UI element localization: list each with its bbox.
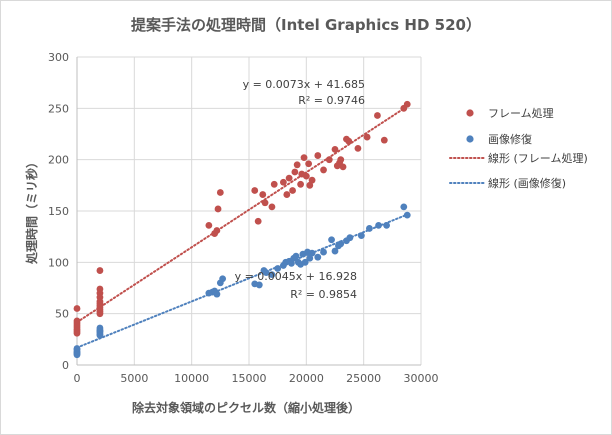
- x-tick-label: 15000: [232, 372, 267, 385]
- data-point-inpaint: [308, 249, 316, 257]
- data-point-inpaint: [73, 351, 81, 359]
- data-point-frame: [293, 161, 301, 169]
- trendlines: [76, 105, 409, 349]
- data-point-frame: [308, 176, 316, 184]
- y-tick-label: 100: [48, 256, 69, 269]
- tick-labels: 0 50 100 150 200 250 300 0 5000 10000 15000 20000 25…: [48, 51, 439, 385]
- legend-marker: [466, 109, 474, 117]
- data-point-frame: [403, 100, 411, 108]
- data-point-inpaint: [400, 203, 408, 211]
- data-point-frame: [363, 133, 371, 141]
- trendline-annotations: y = 0.0073x + 41.685 R² = 0.9746 y = 0.004…: [235, 78, 365, 301]
- y-tick-label: 50: [55, 308, 69, 321]
- x-tick-label: 25000: [346, 372, 381, 385]
- data-point-frame: [205, 221, 213, 229]
- data-point-inpaint: [366, 225, 373, 232]
- data-point-inpaint: [314, 253, 322, 261]
- data-point-frame: [214, 205, 222, 213]
- legend-label: 画像修復: [488, 132, 532, 146]
- data-point-frame: [73, 305, 81, 312]
- x-axis-title: 除去対象領域のピクセル数（縮小処理後）: [132, 400, 360, 415]
- y-axis-title: 処理時間（ミリ秒）: [24, 156, 39, 265]
- data-point-inpaint: [288, 259, 295, 267]
- data-point-frame: [216, 189, 224, 196]
- data-point-inpaint: [403, 211, 411, 219]
- data-point-frame: [268, 203, 276, 211]
- data-point-frame: [259, 191, 267, 198]
- data-point-frame: [345, 137, 353, 145]
- data-point-frame: [306, 181, 314, 189]
- legend-label: フレーム処理: [488, 107, 554, 120]
- data-point-frame: [283, 191, 291, 198]
- legend-label: 線形 (フレーム処理): [488, 151, 588, 165]
- data-point-frame: [270, 180, 278, 188]
- data-point-inpaint: [268, 271, 276, 279]
- trendline-r2: R² = 0.9746: [298, 94, 365, 107]
- data-point-inpaint: [219, 275, 227, 283]
- data-point-frame: [305, 160, 313, 168]
- chart-title: 提案手法の処理時間（Intel Graphics HD 520）: [131, 16, 481, 34]
- data-point-inpaint: [274, 265, 282, 272]
- data-point-inpaint: [320, 248, 327, 256]
- trendline-equation: y = 0.0045x + 16.928: [235, 270, 357, 283]
- data-point-frame: [96, 310, 104, 318]
- gridlines: [76, 56, 422, 366]
- x-tick-label: 30000: [404, 372, 439, 385]
- legend-label: 線形 (画像修復): [488, 176, 566, 190]
- x-tick-label: 0: [74, 372, 81, 385]
- data-point-inpaint: [96, 331, 104, 339]
- data-point-frame: [297, 180, 304, 188]
- data-point-frame: [285, 174, 293, 182]
- data-point-frame: [320, 166, 327, 174]
- data-point-inpaint: [357, 232, 365, 240]
- data-point-frame: [96, 267, 104, 274]
- data-point-inpaint: [337, 240, 345, 248]
- trendline-equation: y = 0.0073x + 41.685: [243, 78, 365, 91]
- data-point-frame: [254, 217, 262, 225]
- data-point-inpaint: [262, 269, 270, 276]
- y-tick-label: 0: [62, 359, 69, 372]
- data-point-frame: [280, 178, 287, 186]
- data-point-inpaint: [346, 234, 354, 242]
- data-point-inpaint: [306, 254, 314, 262]
- data-point-inpaint: [255, 281, 263, 289]
- data-point-inpaint: [383, 221, 390, 229]
- trendline-frame: [76, 105, 409, 324]
- data-point-frame: [261, 199, 269, 207]
- data-points: [73, 100, 411, 359]
- data-point-frame: [339, 163, 347, 171]
- data-point-frame: [291, 168, 299, 176]
- data-point-frame: [314, 152, 322, 159]
- data-point-frame: [302, 172, 310, 180]
- data-point-frame: [325, 156, 333, 164]
- data-point-frame: [380, 136, 388, 144]
- data-point-frame: [213, 227, 221, 234]
- data-point-frame: [300, 154, 308, 162]
- data-point-inpaint: [292, 252, 300, 260]
- axes: [76, 57, 421, 366]
- y-tick-label: 300: [48, 51, 69, 64]
- data-point-frame: [289, 187, 296, 194]
- x-tick-label: 20000: [289, 372, 324, 385]
- y-tick-label: 150: [48, 205, 69, 218]
- data-point-frame: [73, 329, 81, 337]
- data-point-inpaint: [301, 258, 309, 266]
- x-tick-label: 10000: [174, 372, 209, 385]
- data-point-frame: [354, 144, 362, 152]
- data-point-frame: [251, 187, 259, 194]
- data-point-frame: [331, 146, 339, 153]
- y-tick-label: 200: [48, 154, 69, 167]
- data-point-frame: [337, 156, 345, 164]
- data-point-frame: [374, 112, 381, 119]
- trendline-r2: R² = 0.9854: [290, 288, 357, 301]
- data-point-inpaint: [328, 236, 335, 244]
- data-point-inpaint: [213, 290, 221, 298]
- data-point-inpaint: [375, 221, 382, 229]
- y-tick-label: 250: [48, 102, 69, 115]
- data-point-inpaint: [331, 247, 339, 255]
- x-tick-label: 5000: [120, 372, 148, 385]
- legend-marker: [466, 135, 474, 143]
